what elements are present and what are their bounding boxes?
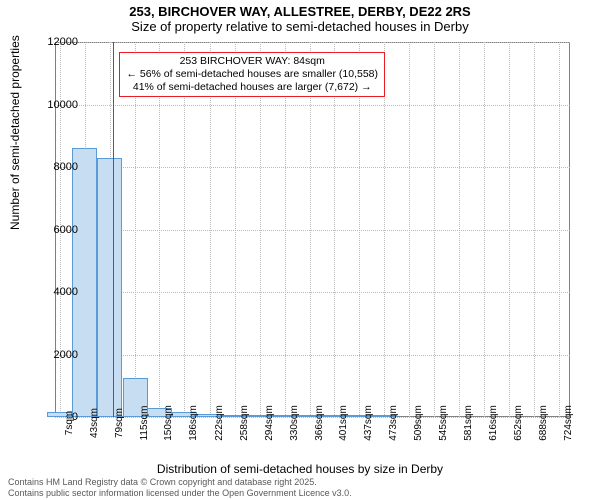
grid-v <box>310 42 311 417</box>
y-tick-label: 10000 <box>47 99 78 111</box>
reference-line <box>113 42 114 417</box>
footer-line2: Contains public sector information licen… <box>8 488 352 498</box>
grid-v <box>384 42 385 417</box>
chart-plot-area: 253 BIRCHOVER WAY: 84sqm ← 56% of semi-d… <box>55 42 570 417</box>
x-tick-label: 294sqm <box>264 405 275 441</box>
grid-v <box>159 42 160 417</box>
x-tick-label: 330sqm <box>289 405 300 441</box>
x-tick-label: 150sqm <box>163 405 174 441</box>
y-tick-label: 2000 <box>54 349 78 361</box>
footer-attribution: Contains HM Land Registry data © Crown c… <box>8 477 352 498</box>
x-tick-label: 115sqm <box>139 406 150 441</box>
y-tick-label: 12000 <box>47 36 78 48</box>
histogram-bar <box>97 158 122 417</box>
x-tick-label: 652sqm <box>513 405 524 441</box>
grid-v <box>235 42 236 417</box>
x-tick-label: 616sqm <box>488 405 499 441</box>
x-tick-label: 43sqm <box>89 408 100 438</box>
grid-v <box>135 42 136 417</box>
x-axis-label: Distribution of semi-detached houses by … <box>0 462 600 476</box>
x-tick-label: 258sqm <box>239 405 250 441</box>
x-tick-label: 724sqm <box>563 405 574 441</box>
x-tick-label: 401sqm <box>338 405 349 441</box>
grid-h <box>55 355 570 356</box>
grid-v <box>534 42 535 417</box>
x-tick-label: 79sqm <box>114 408 125 438</box>
x-tick-label: 545sqm <box>438 405 449 441</box>
x-tick-label: 509sqm <box>413 405 424 441</box>
x-tick-label: 7sqm <box>64 411 75 435</box>
grid-v <box>285 42 286 417</box>
grid-h <box>55 42 570 43</box>
grid-v <box>359 42 360 417</box>
grid-v <box>509 42 510 417</box>
x-tick-label: 366sqm <box>314 405 325 441</box>
grid-h <box>55 292 570 293</box>
x-tick-label: 437sqm <box>363 405 374 441</box>
grid-v <box>434 42 435 417</box>
grid-v <box>484 42 485 417</box>
grid-v <box>459 42 460 417</box>
x-tick-label: 222sqm <box>214 405 225 441</box>
grid-v <box>184 42 185 417</box>
grid-v <box>210 42 211 417</box>
x-tick-label: 581sqm <box>463 405 474 441</box>
y-tick-label: 4000 <box>54 286 78 298</box>
annot-line3: 41% of semi-detached houses are larger (… <box>126 81 378 94</box>
y-tick-label: 6000 <box>54 224 78 236</box>
annotation-box: 253 BIRCHOVER WAY: 84sqm ← 56% of semi-d… <box>119 52 385 97</box>
x-tick-label: 186sqm <box>188 405 199 441</box>
page-title-2: Size of property relative to semi-detach… <box>0 19 600 34</box>
x-tick-label: 473sqm <box>388 405 399 441</box>
grid-h <box>55 105 570 106</box>
grid-v <box>559 42 560 417</box>
grid-v <box>409 42 410 417</box>
footer-line1: Contains HM Land Registry data © Crown c… <box>8 477 352 487</box>
x-tick-label: 688sqm <box>538 405 549 441</box>
histogram-bar <box>72 148 97 417</box>
annot-line1: 253 BIRCHOVER WAY: 84sqm <box>126 55 378 68</box>
annot-line2: ← 56% of semi-detached houses are smalle… <box>126 68 378 81</box>
page-title-1: 253, BIRCHOVER WAY, ALLESTREE, DERBY, DE… <box>0 4 600 19</box>
grid-h <box>55 230 570 231</box>
y-axis-label: Number of semi-detached properties <box>8 35 22 230</box>
grid-h <box>55 167 570 168</box>
grid-v <box>260 42 261 417</box>
y-tick-label: 8000 <box>54 161 78 173</box>
grid-v <box>334 42 335 417</box>
